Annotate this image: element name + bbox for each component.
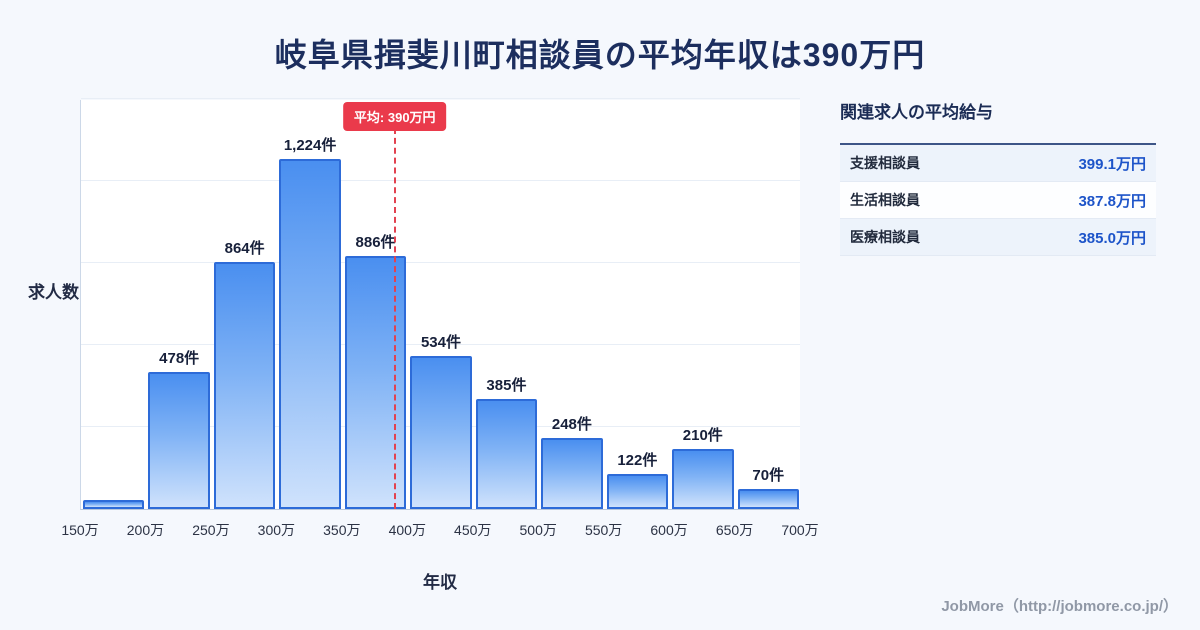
x-tick-label: 550万: [584, 522, 623, 538]
bar-value-label: 248件: [551, 416, 592, 433]
histogram-bar: [541, 438, 603, 509]
related-jobs-panel: 関連求人の平均給与 支援相談員 399.1万円 生活相談員 387.8万円 医療…: [840, 98, 1156, 256]
site-credit: JobMore（http://jobmore.co.jp/）: [941, 598, 1178, 615]
histogram-bar: [279, 159, 341, 509]
x-tick-label: 200万: [126, 522, 165, 538]
histogram-bar: [83, 500, 145, 509]
salary-value: 385.0万円: [1078, 229, 1146, 247]
x-tick-label: 350万: [323, 522, 361, 538]
x-tick-label: 600万: [650, 522, 688, 538]
x-tick-label: 700万: [781, 522, 819, 538]
x-tick-label: 450万: [454, 522, 492, 538]
job-title-label: 生活相談員: [850, 192, 920, 208]
average-badge: 平均: 390万円: [342, 102, 447, 131]
histogram-bar-slot: 385件: [474, 374, 539, 509]
job-title-label: 医療相談員: [850, 229, 920, 245]
x-tick-label: 650万: [715, 522, 754, 538]
bar-value-label: 1,224件: [283, 137, 337, 154]
histogram-bar: [148, 372, 210, 509]
histogram-bar: [737, 489, 799, 509]
histogram-bar: [606, 474, 669, 509]
histogram-bar: [213, 262, 276, 509]
histogram-bar-slot: 210件: [670, 424, 735, 509]
average-line: [393, 128, 396, 509]
job-title-label: 支援相談員: [850, 155, 920, 171]
x-axis-label: 年収: [423, 573, 457, 592]
histogram-bar-slot: 864件: [212, 237, 277, 509]
salary-value: 399.1万円: [1078, 155, 1146, 173]
histogram-bar: [475, 399, 538, 509]
salary-table: 支援相談員 399.1万円 生活相談員 387.8万円 医療相談員 385.0万…: [840, 143, 1156, 256]
x-tick-label: 250万: [192, 522, 230, 538]
bar-value-label: 122件: [617, 452, 658, 469]
bar-value-label: 886件: [355, 234, 396, 251]
x-tick-label: 500万: [519, 522, 557, 538]
x-tick-label: 300万: [257, 522, 296, 538]
gridline: [81, 98, 800, 99]
histogram-bar-slot: [81, 500, 146, 509]
histogram-bar-slot: 70件: [736, 464, 801, 509]
bar-value-label: 478件: [159, 350, 200, 367]
gridline: [81, 180, 800, 181]
page-title: 岐阜県揖斐川町相談員の平均年収は390万円: [274, 37, 926, 73]
x-tick-label: 150万: [61, 522, 99, 538]
histogram-bar-slot: 248件: [539, 413, 604, 509]
x-tick-label: 400万: [388, 522, 426, 538]
gridline: [81, 262, 800, 263]
panel-title: 関連求人の平均給与: [840, 103, 993, 122]
histogram-bar-slot: 1,224件: [277, 134, 342, 509]
histogram-bar: [344, 256, 407, 509]
salary-value: 387.8万円: [1078, 192, 1146, 210]
table-row: 生活相談員 387.8万円: [840, 182, 1156, 219]
bar-value-label: 70件: [752, 467, 785, 484]
y-axis-label: 求人数: [28, 283, 79, 302]
histogram-plot-area: 平均: 390万円 478件 864件 1,224件 886件 534件 385件 248件…: [80, 98, 801, 510]
table-row: 医療相談員 385.0万円: [840, 219, 1156, 256]
histogram-bar: [672, 449, 734, 509]
x-axis-ticks: 150万 200万 250万 300万 350万 400万 450万 500万 550万 600万…: [61, 520, 818, 540]
gridline: [81, 344, 800, 345]
bar-value-label: 210件: [682, 427, 723, 444]
histogram-bar-slot: 122件: [605, 449, 670, 509]
bar-value-label: 534件: [420, 334, 461, 351]
table-row: 支援相談員 399.1万円: [840, 145, 1156, 182]
histogram-bar: [410, 356, 472, 509]
histogram-bar-slot: 534件: [408, 331, 473, 509]
histogram-bar-slot: 886件: [343, 231, 408, 509]
histogram-bar-slot: 478件: [146, 347, 211, 509]
bar-value-label: 864件: [224, 240, 265, 257]
bar-value-label: 385件: [486, 377, 527, 394]
